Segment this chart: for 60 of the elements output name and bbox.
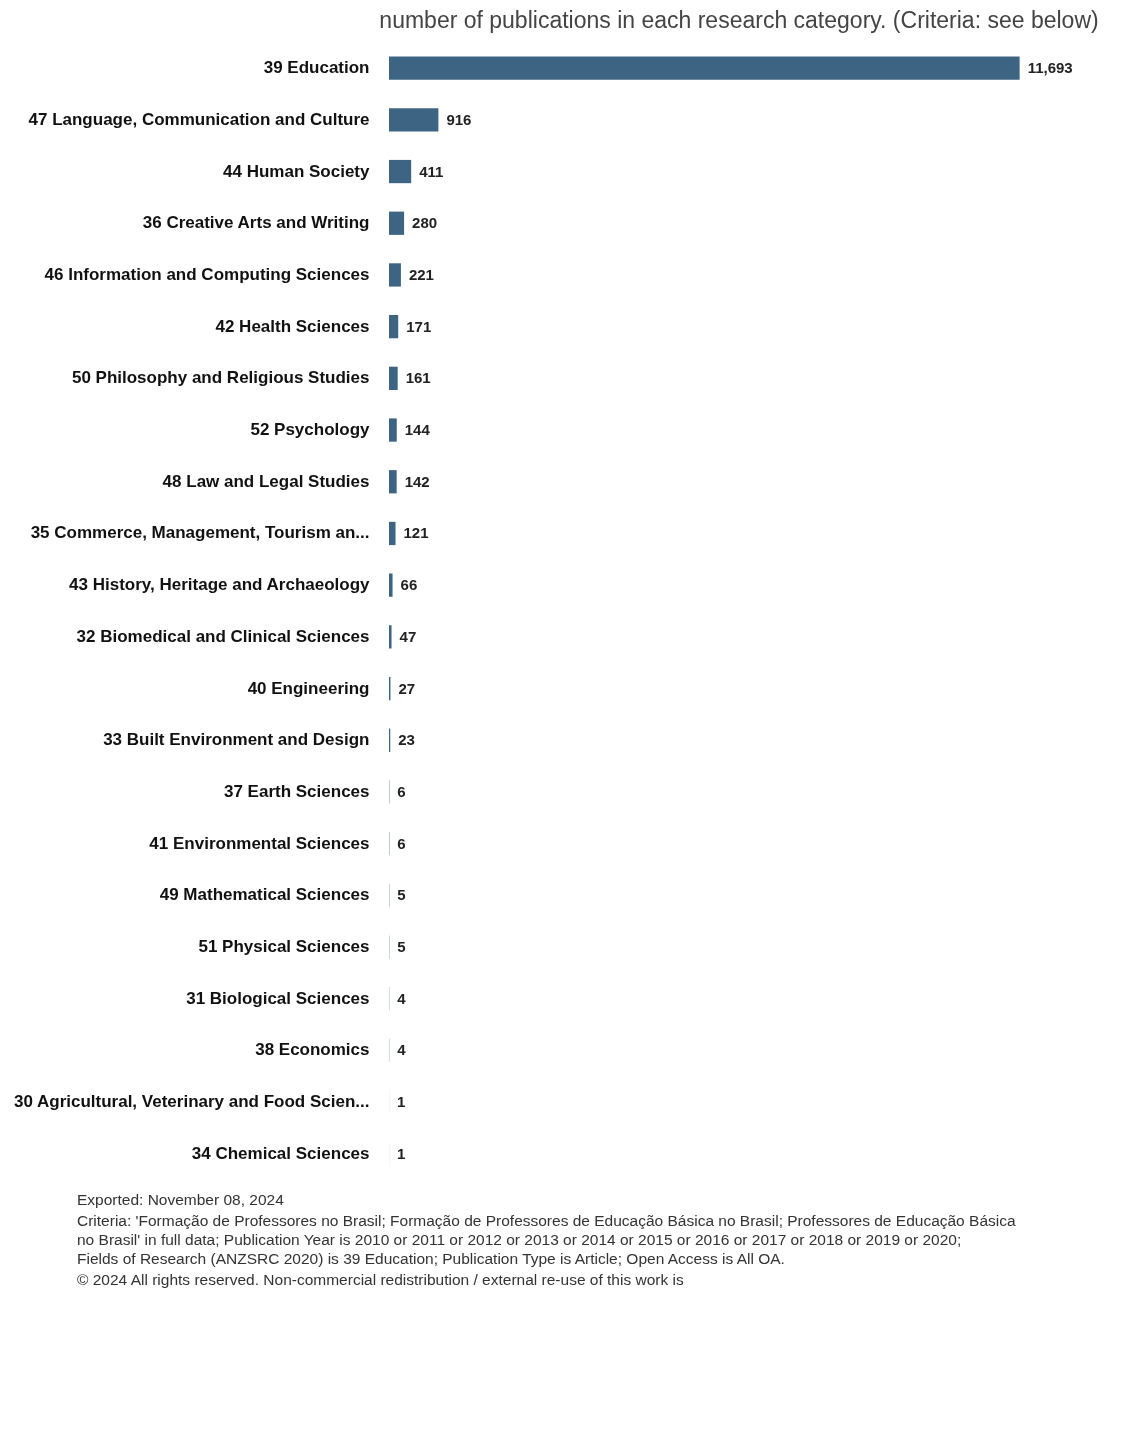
data-label: 27 — [398, 679, 416, 697]
y-tick-label: 42 Health Sciences — [215, 316, 370, 336]
bar — [389, 56, 1020, 80]
y-tick-label: 49 Mathematical Sciences — [159, 885, 370, 905]
y-tick-label: 35 Commerce, Management, Tourism an... — [30, 523, 370, 543]
y-tick-label: 39 Education — [263, 58, 370, 78]
data-label: 6 — [397, 782, 406, 800]
y-tick-label: 52 Psychology — [250, 420, 371, 440]
text: Exported: November 08, 2024 — [77, 1191, 285, 1208]
data-label: 11,693 — [1027, 59, 1073, 77]
data-label: 1 — [397, 1093, 406, 1111]
data-label: 411 — [419, 162, 444, 180]
data-label: 280 — [412, 214, 438, 232]
bar — [389, 573, 393, 597]
y-tick-label: 32 Biomedical and Clinical Sciences — [76, 626, 370, 646]
bar — [389, 521, 396, 546]
text: © 2024 All rights reserved. Non-commercial redistribution / external re-use of this work is — [77, 1271, 684, 1288]
data-label: 6 — [397, 834, 406, 852]
data-label: 916 — [446, 110, 472, 128]
data-label: 121 — [403, 524, 429, 542]
y-tick-label: 36 Creative Arts and Writing — [142, 213, 370, 233]
data-label: 4 — [397, 1041, 407, 1059]
chart-title: number of publications in each research category. (Criteria: see below) — [379, 7, 1099, 33]
data-label: 5 — [397, 938, 406, 956]
bar — [389, 470, 397, 494]
y-tick-label: 44 Human Society — [223, 161, 371, 181]
y-tick-label: 30 Agricultural, Veterinary and Food Scien... — [13, 1092, 370, 1112]
bar — [389, 418, 397, 442]
bar — [389, 625, 392, 649]
y-tick-label: 47 Language, Communication and Culture — [28, 109, 370, 129]
data-label: 23 — [398, 731, 415, 749]
y-tick-label: 38 Economics — [255, 1040, 370, 1060]
y-tick-label: 34 Chemical Sciences — [191, 1143, 370, 1163]
y-tick-label: 31 Biological Sciences — [186, 988, 370, 1008]
data-label: 161 — [405, 369, 431, 387]
data-label: 142 — [404, 472, 430, 490]
y-tick-label: 37 Earth Sciences — [223, 781, 370, 801]
data-label: 144 — [404, 421, 431, 439]
data-label: 4 — [397, 989, 407, 1007]
bar — [389, 211, 405, 235]
bar — [389, 315, 399, 339]
data-label: 66 — [400, 576, 418, 594]
y-tick-label: 43 History, Heritage and Archaeology — [69, 575, 371, 595]
data-label: 1 — [397, 1144, 406, 1162]
y-tick-label: 46 Information and Computing Sciences — [44, 264, 370, 284]
y-tick-label: 40 Engineering — [247, 678, 370, 698]
y-tick-label: 50 Philosophy and Religious Studies — [71, 368, 370, 388]
data-label: 221 — [408, 265, 434, 283]
bar — [389, 159, 412, 184]
text: Criteria: 'Formação de Professores no Brasil; Formação de Professores de Educação Básica no Brasil; Professores de Educação Básica no Brasil' in full data; Publication Year is 2010 or 2011 or 2012 or 2013 or 2014 or 2015 or 2016 or 2017 or 2018 or 2019 or 2020; Fields of Research (ANZSRC 2020) is 39 Education; Publication Type is Article; Open Access is All OA. — [77, 1212, 1016, 1267]
data-label: 47 — [399, 627, 417, 645]
y-tick-label: 33 Built Environment and Design — [103, 730, 370, 750]
y-tick-label: 48 Law and Legal Studies — [162, 471, 370, 491]
data-label: 171 — [406, 317, 432, 335]
y-tick-label: 51 Physical Sciences — [198, 937, 370, 957]
bar — [389, 108, 439, 132]
y-tick-label: 41 Environmental Sciences — [149, 833, 370, 853]
bar — [389, 366, 398, 390]
bar — [389, 263, 401, 287]
data-label: 5 — [397, 886, 406, 904]
